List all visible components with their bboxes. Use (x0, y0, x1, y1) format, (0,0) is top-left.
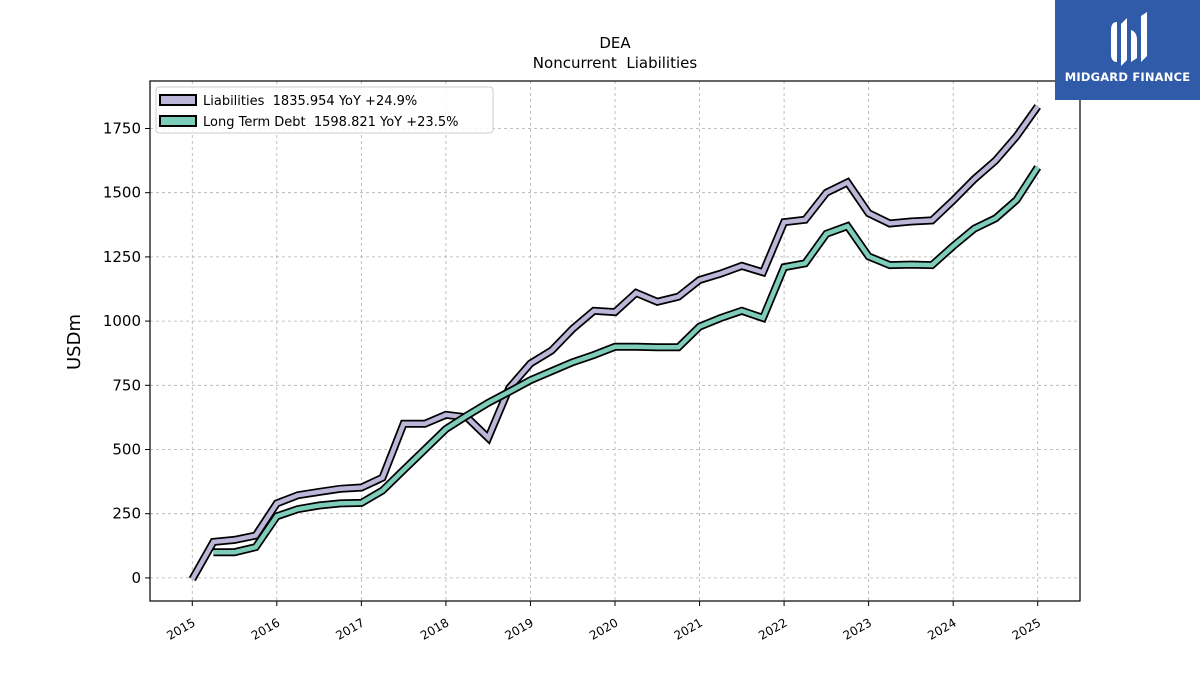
series-liabilities (188, 104, 1041, 582)
y-tick-label: 1750 (103, 120, 141, 138)
y-tick-label: 250 (112, 505, 141, 523)
x-tick-label: 2020 (587, 615, 620, 642)
logo-mark-icon (1111, 12, 1147, 66)
x-tick-label: 2018 (418, 615, 451, 642)
series-lines (188, 104, 1042, 582)
x-tick-label: 2021 (672, 615, 705, 642)
y-tick-label: 1000 (103, 312, 141, 330)
legend-box (155, 86, 494, 134)
x-tick-label: 2017 (333, 615, 366, 642)
legend: Liabilities 1835.954 YoY +24.9% Long Term… (155, 86, 494, 134)
series-line (213, 166, 1040, 555)
x-tick-label: 2025 (1010, 615, 1043, 642)
chart-subtitle: Noncurrent Liabilities (533, 54, 698, 72)
y-tick-label: 0 (131, 569, 141, 587)
grid-lines (150, 81, 1080, 601)
chart-title: DEA (599, 34, 631, 52)
y-tick-label: 1250 (103, 248, 141, 266)
legend-swatch (159, 94, 197, 106)
y-axis-label: USDm (64, 314, 85, 370)
y-tick-label: 750 (112, 376, 141, 394)
legend-swatch (159, 115, 197, 127)
series-line (190, 105, 1040, 581)
legend-label: Long Term Debt 1598.821 YoY +23.5% (203, 115, 458, 130)
y-axis: 0 250 500 750 1000 1250 1500 1750 (103, 120, 150, 587)
x-axis: 2015 2016 2017 2018 2019 2020 2021 2022 2023 2024… (164, 601, 1043, 643)
x-tick-label: 2015 (164, 615, 197, 642)
x-tick-label: 2019 (503, 615, 536, 642)
legend-label: Liabilities 1835.954 YoY +24.9% (203, 94, 417, 109)
x-tick-label: 2022 (756, 615, 789, 642)
y-tick-label: 1500 (103, 184, 141, 202)
midgard-finance-logo: MIDGARD FINANCE (1055, 0, 1200, 100)
y-tick-label: 500 (112, 440, 141, 458)
logo-text: MIDGARD FINANCE (1064, 70, 1191, 84)
x-tick-label: 2024 (925, 615, 958, 642)
x-tick-label: 2023 (841, 615, 874, 642)
x-tick-label: 2016 (249, 615, 282, 642)
series-long-term-debt (213, 165, 1042, 557)
